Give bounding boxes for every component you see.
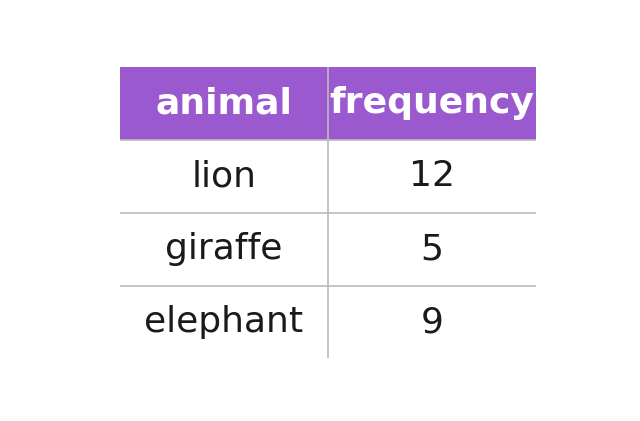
Bar — [328, 285, 536, 358]
Text: animal: animal — [156, 86, 292, 120]
Text: 12: 12 — [409, 159, 455, 193]
Bar — [120, 213, 328, 285]
Text: giraffe: giraffe — [165, 232, 282, 266]
Text: elephant: elephant — [144, 305, 303, 339]
Text: 9: 9 — [420, 305, 444, 339]
Bar — [120, 67, 328, 140]
Bar — [328, 213, 536, 285]
Bar — [328, 140, 536, 213]
Bar — [328, 67, 536, 140]
Bar — [120, 140, 328, 213]
Text: frequency: frequency — [330, 86, 534, 120]
Bar — [120, 285, 328, 358]
Text: 5: 5 — [420, 232, 444, 266]
Text: lion: lion — [191, 159, 257, 193]
